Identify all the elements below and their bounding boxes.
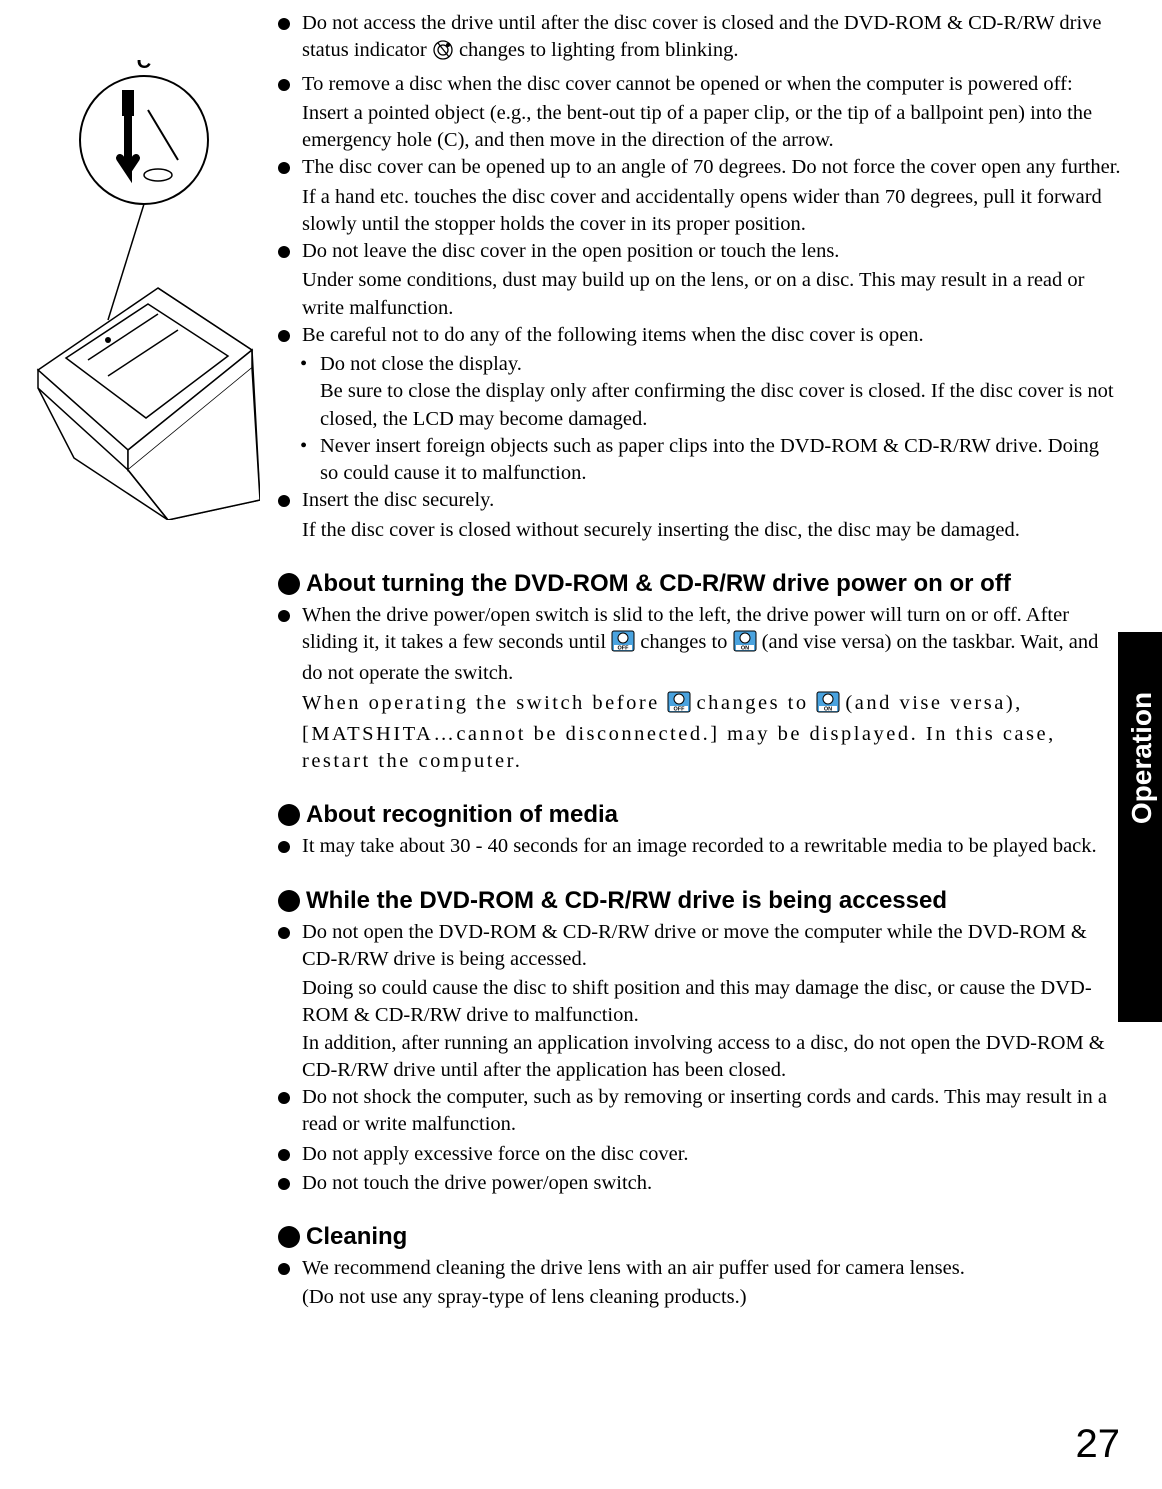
body-text: Do not shock the computer, such as by re… — [302, 1086, 1107, 1135]
body-text: changes to — [640, 631, 732, 653]
body-text: The disc cover can be opened up to an an… — [302, 156, 1121, 178]
body-text: changes to — [697, 692, 817, 714]
page-number: 27 — [1076, 1422, 1121, 1467]
body-text: (Do not use any spray-type of lens clean… — [278, 1284, 1122, 1311]
bullet-item: The disc cover can be opened up to an an… — [278, 154, 1122, 181]
body-text: Be sure to close the display only after … — [278, 378, 1122, 433]
drive-off-icon: OFF — [611, 630, 635, 660]
content-column: Do not access the drive until after the … — [278, 10, 1122, 1312]
svg-text:OFF: OFF — [618, 646, 630, 652]
bullet-item: Do not shock the computer, such as by re… — [278, 1084, 1122, 1139]
disc-indicator-icon — [432, 40, 454, 68]
body-text: Be careful not to do any of the followin… — [302, 324, 924, 346]
drive-on-icon: ON — [733, 630, 757, 660]
body-text: If a hand etc. touches the disc cover an… — [278, 184, 1122, 239]
body-text: Do not close the display. — [320, 353, 522, 375]
bullet-item: When the drive power/open switch is slid… — [278, 602, 1122, 688]
section-tab-operation: Operation — [1118, 632, 1162, 1022]
body-text: It may take about 30 - 40 seconds for an… — [302, 835, 1097, 857]
laptop-emergency-hole-figure: C — [28, 60, 260, 525]
bullet-item: Do not access the drive until after the … — [278, 10, 1122, 69]
body-text: In addition, after running an applicatio… — [278, 1030, 1122, 1085]
section-heading: Cleaning — [278, 1223, 1122, 1251]
body-text: We recommend cleaning the drive lens wit… — [302, 1257, 965, 1279]
drive-off-icon: OFF — [667, 691, 691, 721]
body-text: Under some conditions, dust may build up… — [278, 267, 1122, 322]
sub-bullet: •Do not close the display. — [278, 351, 1122, 378]
svg-text:ON: ON — [824, 706, 832, 712]
body-text: If the disc cover is closed without secu… — [278, 517, 1122, 544]
body-text: Never insert foreign objects such as pap… — [320, 435, 1099, 484]
section-heading: About recognition of media — [278, 801, 1122, 829]
body-text: changes to lighting from blinking. — [459, 39, 739, 61]
body-text: When operating the switch before OFF cha… — [278, 690, 1122, 776]
section-heading: About turning the DVD-ROM & CD-R/RW driv… — [278, 570, 1122, 598]
bullet-item: We recommend cleaning the drive lens wit… — [278, 1255, 1122, 1282]
body-text: When operating the switch before — [302, 692, 667, 714]
bullet-item: It may take about 30 - 40 seconds for an… — [278, 833, 1122, 860]
bullet-item: To remove a disc when the disc cover can… — [278, 71, 1122, 98]
bullet-item: Do not touch the drive power/open switch… — [278, 1170, 1122, 1197]
body-text: To remove a disc when the disc cover can… — [302, 73, 1073, 95]
svg-text:OFF: OFF — [674, 706, 686, 712]
body-text: Do not touch the drive power/open switch… — [302, 1172, 652, 1194]
sub-bullet: •Never insert foreign objects such as pa… — [278, 433, 1122, 488]
drive-on-icon: ON — [816, 691, 840, 721]
body-text: Do not apply excessive force on the disc… — [302, 1143, 689, 1165]
section-tab-label: Operation — [1126, 688, 1158, 828]
svg-text:ON: ON — [740, 646, 748, 652]
bullet-item: Do not open the DVD-ROM & CD-R/RW drive … — [278, 919, 1122, 974]
body-text: Do not leave the disc cover in the open … — [302, 240, 839, 262]
body-text: Insert a pointed object (e.g., the bent-… — [278, 100, 1122, 155]
bullet-item: Be careful not to do any of the followin… — [278, 322, 1122, 349]
body-text: Do not open the DVD-ROM & CD-R/RW drive … — [302, 921, 1087, 970]
section-heading: While the DVD-ROM & CD-R/RW drive is bei… — [278, 887, 1122, 915]
body-text: Doing so could cause the disc to shift p… — [278, 975, 1122, 1030]
bullet-item: Insert the disc securely. — [278, 487, 1122, 514]
bullet-item: Do not leave the disc cover in the open … — [278, 238, 1122, 265]
body-text: Insert the disc securely. — [302, 489, 494, 511]
bullet-item: Do not apply excessive force on the disc… — [278, 1141, 1122, 1168]
callout-label-c: C — [137, 60, 151, 73]
